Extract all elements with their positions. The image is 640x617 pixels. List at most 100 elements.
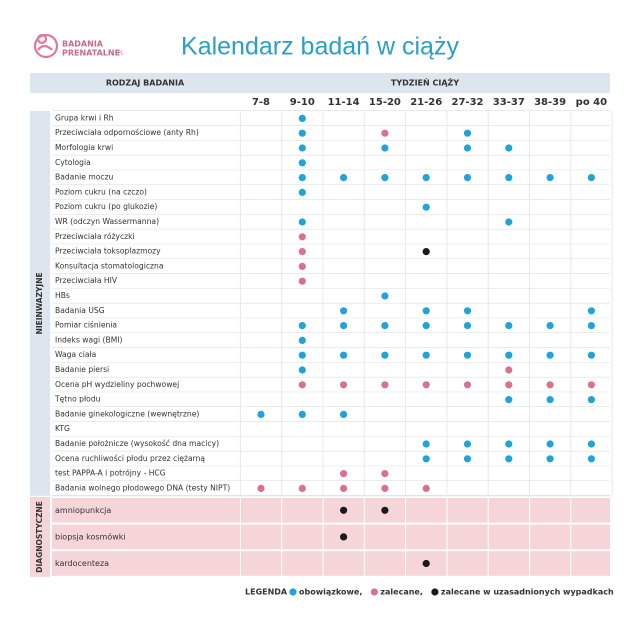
exam-name: Grupa krwi i Rh [55, 113, 114, 122]
exam-name: Ocena pH wydzieliny pochwowej [55, 380, 179, 389]
dot [298, 129, 306, 137]
dot [505, 440, 513, 448]
exam-name: biopsja kosmówki [55, 531, 126, 541]
logo-icon [33, 33, 59, 59]
dot [298, 336, 306, 344]
row-bg [52, 421, 610, 437]
dot [298, 262, 306, 270]
row-bg [52, 524, 610, 550]
dot [587, 381, 596, 389]
legend-dot [370, 588, 378, 596]
row-bg [52, 199, 610, 215]
exam-name: Badania USG [55, 306, 105, 315]
week-label: po 40 [576, 97, 607, 108]
group-side [30, 497, 50, 577]
week-label: 9-10 [290, 97, 315, 108]
row-bg [52, 244, 610, 259]
row-bg [52, 481, 610, 496]
dot [587, 174, 596, 182]
dot [463, 381, 472, 389]
row-bg [52, 185, 610, 200]
title: Kalendarz badań w ciąży [181, 33, 459, 61]
legend-dot [431, 588, 439, 596]
dot [298, 174, 306, 182]
header-band [30, 73, 610, 93]
dot [381, 351, 389, 359]
exam-name: amniopunkcja [55, 506, 111, 515]
dot [298, 248, 306, 256]
dot [587, 307, 596, 315]
row-bg [52, 498, 610, 523]
row-bg [52, 407, 610, 422]
dot [381, 381, 389, 389]
header-weeks: TYDZIEŃ CIĄŻY [391, 77, 459, 88]
dot [422, 440, 430, 448]
dot [463, 322, 472, 330]
row-bg [52, 170, 610, 185]
row-bg [52, 451, 610, 467]
row-bg [52, 333, 610, 348]
dot [298, 114, 306, 122]
exam-name: test PAPPA-A i potrójny - HCG [55, 469, 166, 478]
dot [587, 351, 596, 359]
dot [340, 322, 348, 330]
dot [340, 174, 348, 182]
dot [505, 366, 513, 374]
row-bg [52, 303, 610, 319]
legend-label: LEGENDA - [245, 588, 293, 597]
week-label: 11-14 [328, 97, 360, 108]
legend-item: zalecane, [380, 588, 423, 597]
exam-name: HBs [55, 291, 70, 300]
dot [463, 455, 472, 463]
exam-name: Indeks wagi (BMI) [55, 335, 122, 344]
dot [505, 218, 513, 226]
dot [381, 484, 389, 492]
row-bg [52, 377, 610, 393]
dot [422, 484, 430, 492]
week-label: 21-26 [410, 97, 442, 108]
dot [587, 440, 596, 448]
header-type: RODZAJ BADANIA [106, 79, 185, 88]
dot [422, 351, 430, 359]
row-bg [52, 392, 610, 407]
exam-name: WR (odczyn Wassermanna) [55, 217, 159, 226]
row-bg [52, 347, 610, 363]
dot [381, 292, 389, 300]
dot [298, 351, 306, 359]
dot [422, 381, 430, 389]
row-bg [52, 362, 610, 378]
row-bg [52, 466, 610, 481]
exam-name: Przeciwciała odpornościowe (anty Rh) [55, 128, 199, 137]
exam-name: Badanie moczu [55, 173, 114, 182]
dot [546, 381, 554, 389]
dot [298, 159, 306, 167]
row-bg [52, 140, 610, 156]
dot [340, 351, 348, 359]
dot [422, 203, 430, 211]
exam-name: Waga ciała [55, 350, 96, 359]
dot [381, 506, 389, 514]
group-label: DIAGNOSTYCZNE [35, 501, 44, 573]
exam-name: Przeciwciała toksoplazmozy [55, 247, 161, 256]
dot [463, 307, 472, 315]
dot [298, 218, 306, 226]
dot [298, 484, 306, 492]
dot [381, 174, 389, 182]
dot [381, 470, 389, 478]
dot [505, 396, 513, 404]
dot [546, 174, 554, 182]
dot [546, 351, 554, 359]
legend-item: zalecane w uzasadnionych wypadkach [441, 588, 614, 597]
exam-name: Cytologia [55, 158, 91, 167]
dot [381, 129, 389, 137]
dot [422, 174, 430, 182]
week-label: 15-20 [369, 97, 401, 108]
logo-line1: BADANIA [62, 40, 104, 49]
row-bg [52, 288, 610, 304]
dot [505, 144, 513, 152]
dot [298, 381, 306, 389]
week-label: 38-39 [534, 97, 566, 108]
dot [381, 144, 389, 152]
row-bg [52, 318, 610, 333]
dot [298, 188, 306, 196]
